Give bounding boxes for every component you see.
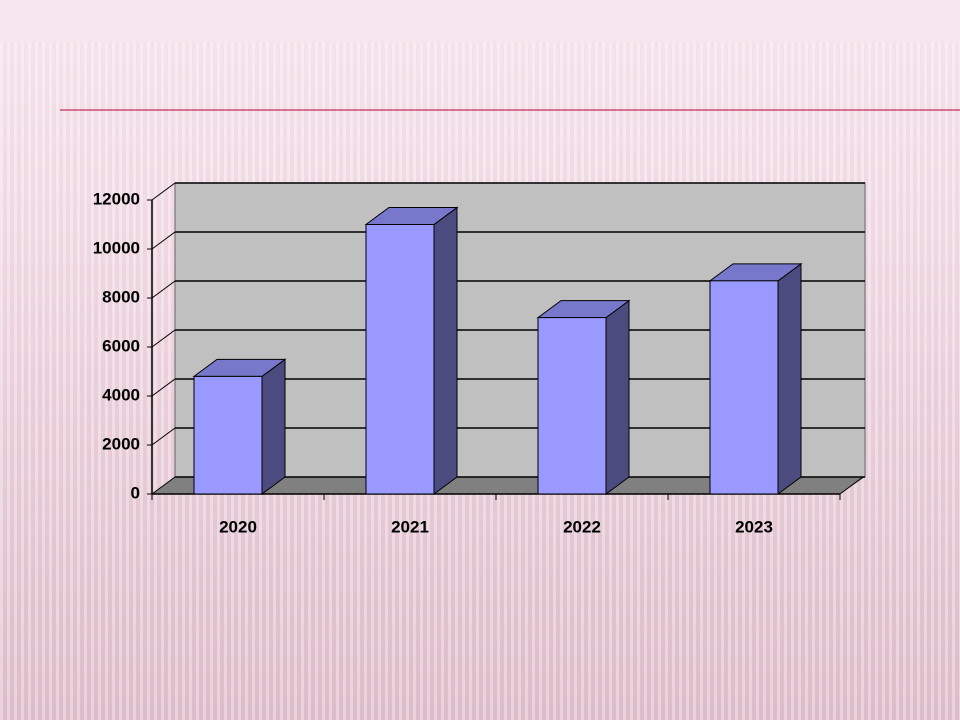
x-tick-label: 2022 — [563, 517, 601, 536]
bar-side — [605, 299, 630, 495]
y-tick-label: 0 — [131, 483, 140, 502]
bar-side — [777, 262, 802, 495]
grid-line — [151, 378, 176, 397]
grid-line — [151, 182, 176, 201]
y-tick-label: 10000 — [93, 238, 140, 257]
bar-side — [433, 206, 458, 495]
y-tick-label: 12000 — [93, 189, 140, 208]
grid-line — [151, 329, 176, 348]
bar — [709, 280, 779, 495]
floor-edge — [839, 476, 864, 495]
x-tick-label: 2020 — [219, 517, 257, 536]
x-tick-label: 2023 — [735, 517, 773, 536]
bar — [365, 224, 435, 495]
bar — [537, 317, 607, 495]
y-tick-label: 2000 — [102, 434, 140, 453]
y-tick-label: 4000 — [102, 385, 140, 404]
bar — [193, 375, 263, 495]
grid-line — [151, 231, 176, 250]
x-tick-marks — [151, 494, 841, 500]
grid-line — [151, 280, 176, 299]
y-tick-label: 8000 — [102, 287, 140, 306]
bar-side — [261, 358, 286, 495]
grid-line — [151, 427, 176, 446]
y-tick-label: 6000 — [102, 336, 140, 355]
floor — [152, 477, 865, 494]
grid-line — [151, 476, 176, 495]
x-tick-label: 2021 — [391, 517, 429, 536]
